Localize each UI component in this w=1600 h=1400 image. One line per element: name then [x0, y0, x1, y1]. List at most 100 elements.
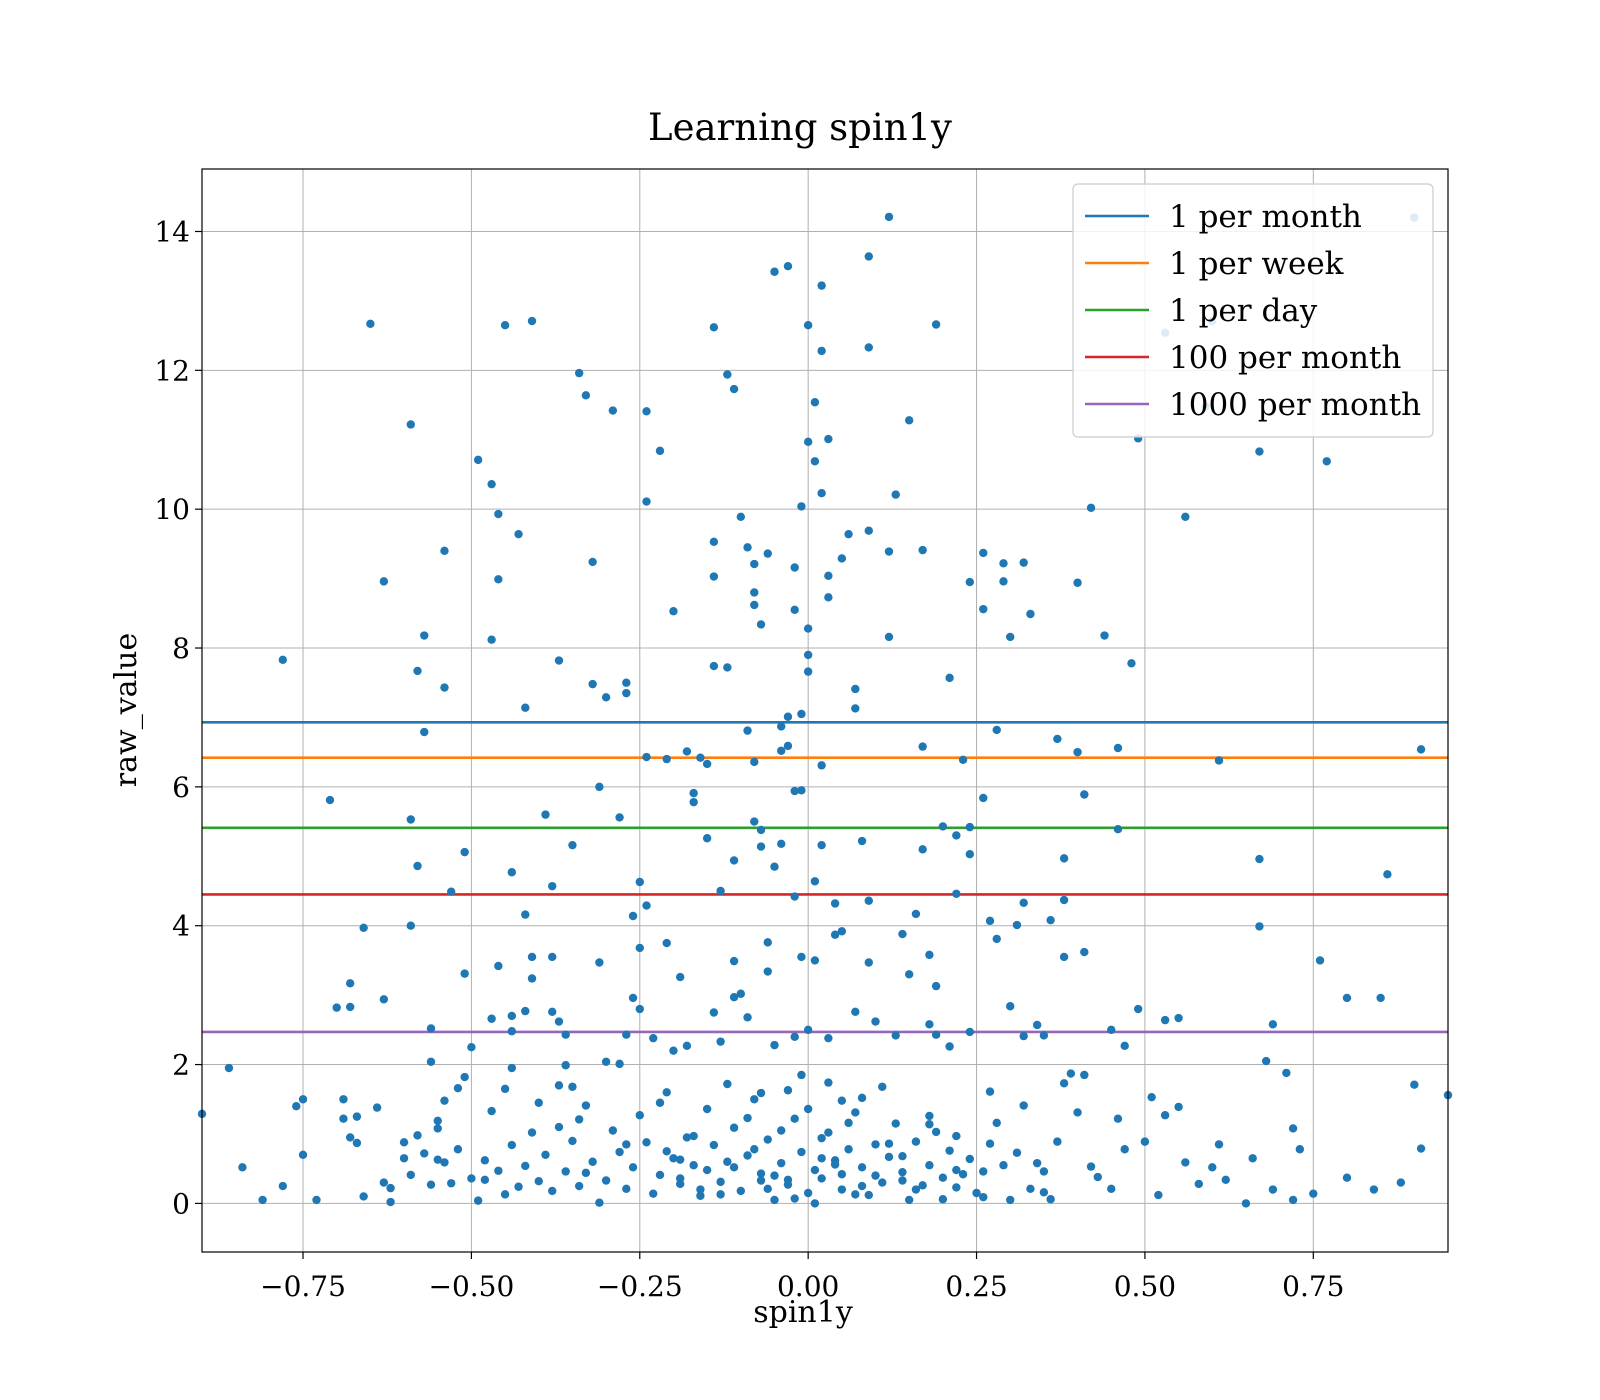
scatter-point [1039, 1188, 1049, 1197]
scatter-point [979, 604, 988, 614]
scatter-point [756, 825, 766, 835]
scatter-point [729, 1123, 739, 1132]
scatter-point [803, 437, 813, 447]
scatter-point [1039, 1031, 1049, 1040]
scatter-point [723, 1157, 732, 1166]
scatter-point [339, 1095, 348, 1104]
scatter-point [904, 416, 914, 425]
scatter-point [857, 1163, 867, 1172]
scatter-point [534, 1098, 543, 1107]
scatter-point [1376, 993, 1385, 1003]
scatter-point [1006, 1002, 1015, 1011]
scatter-point [588, 679, 597, 689]
scatter-point [420, 1149, 429, 1158]
scatter-point [938, 1195, 948, 1204]
scatter-point [878, 1178, 887, 1187]
scatter-point [925, 1120, 934, 1129]
scatter-point [1174, 1013, 1183, 1023]
scatter-point [871, 1140, 880, 1149]
scatter-point [1120, 1145, 1129, 1154]
scatter-point [938, 1173, 948, 1182]
scatter-point [884, 547, 894, 556]
scatter-point [1295, 1145, 1305, 1154]
scatter-point [851, 1190, 860, 1199]
scatter-point [1080, 1070, 1089, 1080]
x-tick-label: −0.50 [428, 1270, 514, 1303]
scatter-point [911, 909, 921, 919]
scatter-point [770, 1040, 779, 1050]
scatter-point [642, 901, 651, 910]
scatter-point [635, 1111, 644, 1120]
scatter-point [406, 921, 415, 930]
scatter-point [655, 446, 665, 456]
scatter-point [1288, 1195, 1298, 1205]
scatter-point [696, 1191, 705, 1200]
scatter-point [729, 384, 739, 394]
scatter-point [750, 817, 759, 826]
scatter-point [527, 974, 537, 983]
scatter-point [649, 1189, 658, 1198]
scatter-point [904, 1195, 914, 1205]
scatter-point [433, 1155, 442, 1164]
scatter-point [480, 1156, 490, 1165]
scatter-point [487, 1014, 496, 1023]
scatter-point [568, 1082, 577, 1091]
scatter-point [1140, 1137, 1150, 1146]
scatter-point [635, 943, 644, 953]
scatter-point [972, 1188, 981, 1198]
scatter-point [514, 1182, 523, 1191]
scatter-point [1181, 1158, 1190, 1167]
scatter-point [1342, 993, 1352, 1003]
scatter-point [413, 666, 422, 676]
scatter-point [723, 370, 732, 379]
scatter-point [406, 815, 415, 824]
scatter-point [702, 759, 712, 769]
scatter-point [1073, 578, 1082, 587]
scatter-point [473, 1196, 483, 1205]
scatter-point [790, 892, 799, 901]
scatter-point [736, 1186, 746, 1196]
scatter-point [278, 1181, 288, 1191]
scatter-point [803, 1188, 813, 1198]
scatter-point [622, 1140, 631, 1149]
scatter-point [406, 420, 415, 429]
scatter-point [810, 1199, 820, 1208]
scatter-point [702, 1104, 712, 1114]
scatter-point [298, 1095, 308, 1104]
y-tick-label: 6 [172, 771, 190, 804]
scatter-point [1255, 854, 1264, 864]
scatter-point [743, 1113, 752, 1123]
scatter-point [777, 746, 786, 755]
scatter-point [709, 537, 719, 547]
scatter-point [857, 1181, 867, 1191]
scatter-point [649, 1033, 658, 1043]
scatter-point [709, 1140, 719, 1150]
scatter-point [507, 1011, 517, 1021]
scatter-point [588, 1157, 597, 1166]
scatter-point [925, 950, 934, 960]
scatter-point [1154, 1190, 1163, 1200]
scatter-point [871, 1171, 880, 1180]
legend-label: 1 per week [1169, 246, 1344, 282]
scatter-point [851, 704, 860, 713]
scatter-point [487, 635, 496, 644]
scatter-point [292, 1102, 301, 1111]
scatter-point [426, 1057, 436, 1066]
scatter-point [878, 1082, 887, 1091]
scatter-point [709, 1008, 719, 1017]
scatter-point [911, 1185, 921, 1194]
scatter-point [783, 1175, 793, 1185]
scatter-point [1248, 1154, 1257, 1163]
scatter-point [500, 1190, 510, 1199]
scatter-point [931, 320, 941, 329]
scatter-point [723, 663, 732, 672]
scatter-point [965, 822, 975, 832]
scatter-point [797, 786, 806, 795]
scatter-point [864, 958, 873, 967]
scatter-point [1288, 1124, 1298, 1133]
scatter-point [420, 727, 429, 737]
scatter-point [581, 391, 591, 400]
scatter-point [723, 1079, 732, 1089]
scatter-point [803, 650, 813, 660]
scatter-point [797, 1147, 806, 1157]
